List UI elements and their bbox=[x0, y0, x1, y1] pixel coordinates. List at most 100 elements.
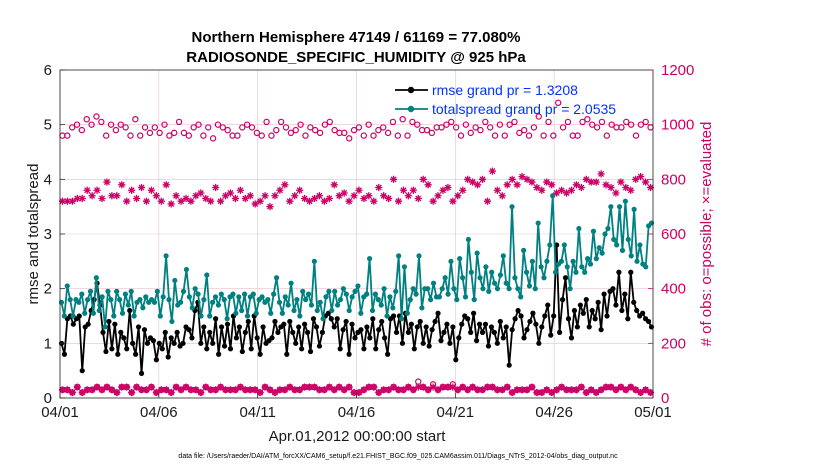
data-point bbox=[457, 256, 463, 262]
data-point bbox=[500, 335, 506, 341]
data-point bbox=[87, 288, 94, 294]
data-point bbox=[616, 204, 623, 210]
data-point bbox=[390, 313, 397, 319]
data-point bbox=[236, 324, 242, 330]
count-possible-marker bbox=[564, 118, 572, 126]
data-point bbox=[157, 313, 163, 319]
count-evaluated-marker bbox=[434, 386, 442, 394]
data-point bbox=[387, 294, 393, 300]
count-possible-marker bbox=[141, 124, 149, 131]
count-possible-marker bbox=[341, 129, 348, 137]
data-point bbox=[272, 318, 278, 325]
count-possible-marker bbox=[98, 118, 105, 126]
data-point bbox=[491, 280, 498, 286]
count-evaluated-marker bbox=[488, 383, 496, 391]
data-point bbox=[448, 258, 454, 264]
x-tick-label: 04/01 bbox=[41, 404, 79, 421]
count-evaluated-marker bbox=[602, 181, 610, 189]
count-evaluated-marker bbox=[429, 383, 437, 391]
count-possible-marker bbox=[88, 121, 95, 128]
count-possible-marker bbox=[438, 124, 445, 131]
count-possible-marker bbox=[467, 129, 474, 137]
data-point bbox=[509, 204, 515, 210]
data-point bbox=[100, 329, 106, 335]
data-point bbox=[601, 291, 607, 297]
count-evaluated-marker bbox=[315, 192, 324, 200]
count-possible-marker bbox=[448, 118, 455, 126]
count-evaluated-marker bbox=[197, 189, 205, 197]
data-point bbox=[303, 297, 309, 303]
right-axis: 0 200 400 600 800 1000 1200 bbox=[648, 62, 694, 407]
count-evaluated-marker bbox=[444, 183, 452, 192]
data-point bbox=[269, 335, 275, 341]
count-evaluated-marker bbox=[553, 386, 561, 394]
data-point bbox=[474, 250, 480, 256]
data-point bbox=[442, 275, 448, 281]
count-possible-marker bbox=[307, 124, 314, 131]
count-evaluated-marker bbox=[162, 181, 170, 189]
count-evaluated-marker bbox=[646, 183, 655, 192]
count-possible-marker bbox=[107, 121, 115, 128]
count-possible-marker bbox=[180, 129, 188, 137]
data-point bbox=[500, 253, 506, 259]
count-evaluated-marker bbox=[637, 173, 645, 181]
count-possible-marker bbox=[472, 124, 479, 131]
x-axis-label: Apr.01,2012 00:00:00 start bbox=[269, 428, 447, 445]
data-point bbox=[281, 321, 287, 327]
data-point bbox=[526, 283, 533, 289]
count-evaluated-marker bbox=[261, 383, 269, 391]
data-point bbox=[366, 256, 373, 262]
data-point bbox=[227, 346, 234, 352]
data-point bbox=[361, 346, 367, 352]
data-point bbox=[411, 346, 417, 352]
data-point bbox=[459, 321, 465, 327]
count-evaluated-marker bbox=[632, 386, 640, 394]
data-point bbox=[224, 321, 231, 327]
data-point bbox=[407, 297, 413, 303]
count-evaluated-marker bbox=[350, 192, 358, 200]
data-point bbox=[178, 299, 184, 305]
data-point bbox=[613, 302, 619, 308]
y2-axis-label: # of obs: o=possible; ×=evaluated bbox=[698, 122, 715, 347]
count-evaluated-marker bbox=[572, 181, 580, 189]
data-point bbox=[337, 297, 344, 303]
data-point bbox=[420, 340, 426, 346]
data-point bbox=[159, 346, 165, 352]
count-evaluated-marker bbox=[523, 175, 531, 183]
count-evaluated-marker bbox=[548, 181, 556, 189]
data-point bbox=[215, 302, 222, 308]
data-point bbox=[610, 286, 616, 292]
count-evaluated-marker bbox=[157, 386, 165, 394]
data-point bbox=[616, 269, 622, 275]
data-point bbox=[590, 228, 597, 234]
count-possible-marker bbox=[302, 132, 309, 139]
y2-tick-label: 400 bbox=[661, 281, 686, 298]
data-point bbox=[163, 253, 169, 259]
count-possible-marker bbox=[550, 132, 557, 139]
data-point bbox=[279, 310, 285, 316]
legend-spread-label: totalspread grand pr = 2.0535 bbox=[432, 101, 616, 117]
data-point bbox=[460, 275, 466, 281]
data-point bbox=[370, 316, 376, 322]
data-point bbox=[358, 327, 364, 333]
count-possible-marker bbox=[486, 124, 494, 131]
count-evaluated-marker bbox=[93, 186, 101, 194]
data-point bbox=[408, 321, 414, 327]
count-possible-marker bbox=[78, 126, 86, 134]
x-tick-label: 05/01 bbox=[634, 404, 672, 421]
count-evaluated-marker bbox=[172, 192, 180, 200]
data-point bbox=[456, 335, 462, 341]
data-point bbox=[114, 288, 120, 294]
data-point bbox=[189, 335, 195, 341]
data-point bbox=[358, 310, 364, 316]
series-3 bbox=[58, 167, 655, 211]
legend-rmse-label: rmse grand pr = 1.3208 bbox=[432, 82, 578, 98]
count-evaluated-marker bbox=[483, 383, 492, 391]
series-layer bbox=[58, 99, 655, 397]
data-point bbox=[282, 294, 288, 300]
data-point bbox=[614, 242, 620, 248]
y2-tick-label: 1000 bbox=[661, 117, 694, 134]
data-point bbox=[399, 340, 406, 346]
data-point bbox=[106, 318, 112, 325]
count-evaluated-marker bbox=[162, 386, 170, 394]
